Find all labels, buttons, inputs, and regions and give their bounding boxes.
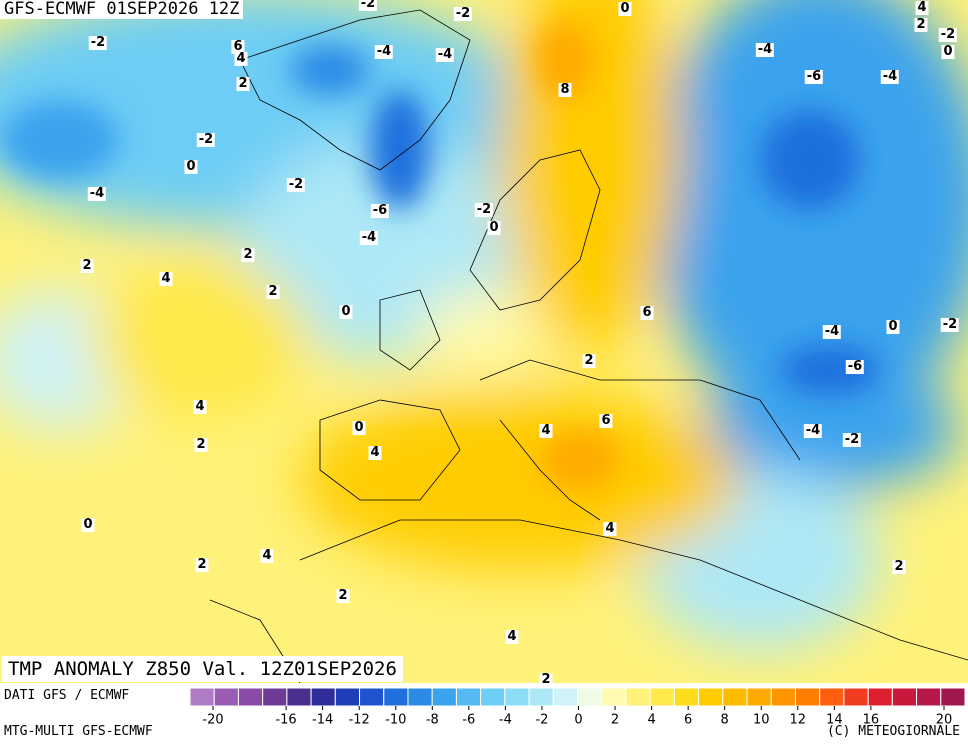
contour-label: -4 <box>880 69 900 84</box>
contour-label: -6 <box>804 69 824 84</box>
contour-label: -4 <box>822 324 842 339</box>
contour-label: 2 <box>80 258 94 273</box>
contour-label: -2 <box>842 432 862 447</box>
contour-label: 4 <box>505 629 519 644</box>
contour-label: 2 <box>194 437 208 452</box>
contour-label: 2 <box>241 247 255 262</box>
contour-label: -2 <box>474 202 494 217</box>
contour-label: -4 <box>359 230 379 245</box>
contour-label: -6 <box>845 359 865 374</box>
footer-copyright: (C) METEOGIORNALE <box>826 724 960 739</box>
contour-label: 2 <box>892 559 906 574</box>
contour-label: 4 <box>260 548 274 563</box>
contour-label: 4 <box>368 445 382 460</box>
footer-model: MTG-MULTI GFS-ECMWF <box>4 724 153 739</box>
contour-label: 0 <box>886 319 900 334</box>
contour-label: -4 <box>803 423 823 438</box>
map <box>0 0 968 683</box>
contour-label: 0 <box>81 517 95 532</box>
contour-label: -4 <box>87 186 107 201</box>
contour-label: 0 <box>618 1 632 16</box>
contour-label: -6 <box>370 203 390 218</box>
contour-label: -2 <box>453 6 473 21</box>
contour-label: -4 <box>755 42 775 57</box>
contour-label: 2 <box>195 557 209 572</box>
contour-label: 0 <box>352 420 366 435</box>
footer-source: DATI GFS / ECMWF <box>4 688 130 703</box>
contour-label: -2 <box>196 132 216 147</box>
contour-label: 2 <box>236 76 250 91</box>
coastlines <box>209 9 968 683</box>
contour-label: -4 <box>435 47 455 62</box>
contour-label: 2 <box>336 588 350 603</box>
contour-label: 0 <box>339 304 353 319</box>
contour-label: 4 <box>193 399 207 414</box>
contour-label: -4 <box>374 44 394 59</box>
contour-label: 6 <box>231 39 245 54</box>
contour-label: -2 <box>286 177 306 192</box>
contour-label: 0 <box>487 220 501 235</box>
contour-label: 4 <box>539 423 553 438</box>
contour-label: 4 <box>234 51 248 66</box>
anomaly-core <box>0 20 880 490</box>
contour-label: 4 <box>915 0 929 15</box>
contour-label: -2 <box>358 0 378 11</box>
contour-label: 2 <box>914 17 928 32</box>
contour-label: 2 <box>266 284 280 299</box>
contour-label: 0 <box>184 159 198 174</box>
contour-label: 2 <box>582 353 596 368</box>
contour-label: 0 <box>941 44 955 59</box>
contour-label: 4 <box>603 521 617 536</box>
contour-label: 6 <box>640 305 654 320</box>
contour-label: 6 <box>599 413 613 428</box>
contour-label: 4 <box>159 271 173 286</box>
header-title: GFS-ECMWF 01SEP2026 12Z <box>0 0 244 19</box>
contour-label: 8 <box>558 82 572 97</box>
field-title: TMP ANOMALY Z850 Val. 12Z01SEP2026 <box>2 656 403 682</box>
contour-label: -2 <box>938 27 958 42</box>
contour-label: -2 <box>88 35 108 50</box>
contour-label: -2 <box>940 317 960 332</box>
